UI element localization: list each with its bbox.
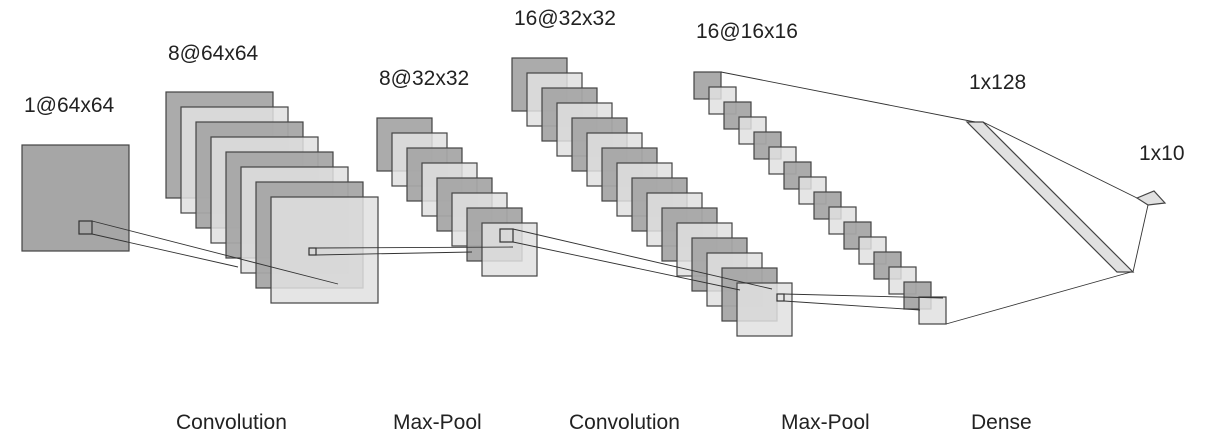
layer-label-conv2: 16@32x32 (514, 7, 616, 30)
pool1-map (481, 222, 538, 277)
layer-label-pool1: 8@32x32 (379, 67, 469, 90)
pool2-map (783, 161, 812, 190)
dense-layer-1x128 (965, 121, 1135, 273)
connection-line (783, 293, 944, 299)
layer-label-input: 1@64x64 (24, 94, 115, 117)
operation-label-convolution: Convolution (569, 411, 680, 434)
connection-line (945, 271, 1132, 325)
input-layer (21, 144, 130, 252)
layer-label-pool2: 16@16x16 (696, 20, 798, 43)
connection-line (315, 251, 473, 256)
layer-label-output: 1x10 (1139, 142, 1185, 165)
connection-line (512, 228, 773, 290)
conv2-receptive-field (776, 293, 785, 302)
conv2-map (736, 282, 793, 337)
pool2-map (918, 296, 947, 325)
connection-line (91, 233, 239, 268)
operation-label-max-pool: Max-Pool (781, 411, 870, 434)
input-feature-map (21, 144, 130, 252)
output-layer-1x10 (1135, 190, 1167, 206)
connection-line (512, 241, 741, 291)
connection-line (315, 246, 514, 249)
pool2-stack (693, 71, 947, 325)
pool2-map (693, 71, 722, 100)
connection-line (982, 121, 1138, 199)
input-receptive-field (78, 220, 93, 235)
pool2-map (753, 131, 782, 160)
layer-label-dense: 1x128 (969, 71, 1026, 94)
pool2-map (843, 221, 872, 250)
operation-label-max-pool: Max-Pool (393, 411, 482, 434)
conv1-receptive-field (308, 247, 317, 256)
conv2-stack (511, 57, 793, 337)
connection-line (91, 220, 339, 285)
pool1-receptive-field (499, 228, 514, 243)
layer-label-conv1: 8@64x64 (168, 42, 259, 65)
conv1-map (270, 196, 379, 304)
conv1-stack (165, 91, 379, 304)
connection-line (720, 71, 976, 123)
connection-line (1132, 204, 1149, 273)
operation-label-dense: Dense (971, 411, 1032, 434)
connection-lines (91, 71, 1149, 325)
pool1-stack (376, 117, 538, 277)
connection-line (783, 300, 921, 311)
operation-label-convolution: Convolution (176, 411, 287, 434)
